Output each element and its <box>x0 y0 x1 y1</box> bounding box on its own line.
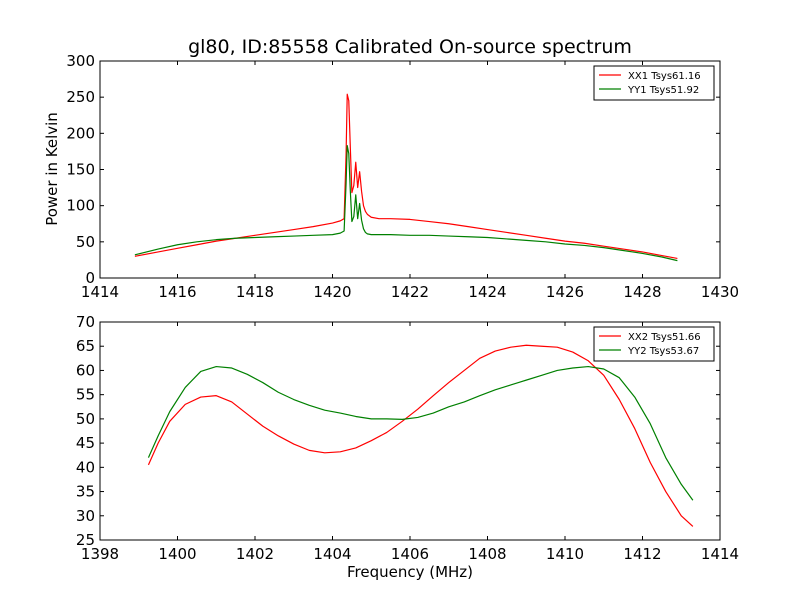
bottom-x-tick-label: 1400 <box>158 545 196 563</box>
bottom-y-tick-label: 50 <box>76 410 95 428</box>
top-x-tick-label: 1430 <box>701 283 739 301</box>
bottom-x-tick-label: 1408 <box>468 545 506 563</box>
bottom-y-tick-label: 60 <box>76 361 95 379</box>
top-legend: XX1 Tsys61.16 YY1 Tsys51.92 <box>593 65 715 101</box>
top-series-line-1 <box>134 93 678 260</box>
bottom-y-tick-label: 70 <box>76 313 95 331</box>
bottom-y-tick-label: 35 <box>76 483 95 501</box>
bottom-y-tick-label: 45 <box>76 434 95 452</box>
top-y-tick-label: 100 <box>66 197 95 215</box>
bottom-x-tick-label: 1414 <box>701 545 739 563</box>
top-y-tick-label: 150 <box>66 161 95 179</box>
top-x-tick-label: 1414 <box>81 283 119 301</box>
bottom-series-line-2 <box>147 365 694 501</box>
figure-title: gl80, ID:85558 Calibrated On-source spec… <box>188 36 632 58</box>
bottom-chart-panel: 1398 1400 1402 1404 1406 1408 1410 1412 1414 25 30… <box>76 313 739 563</box>
top-x-tick-label: 1420 <box>313 283 351 301</box>
top-x-tick-label: 1418 <box>236 283 274 301</box>
top-chart-panel: 1414 1416 1418 1420 1422 1424 1426 1428 1430 0 50 1… <box>66 52 739 301</box>
top-x-tick-label: 1416 <box>158 283 196 301</box>
top-y-tick-label: 200 <box>66 124 95 142</box>
top-y-tick-label: 0 <box>85 269 95 287</box>
bottom-x-tick-label: 1402 <box>236 545 274 563</box>
bottom-x-axis-label: Frequency (MHz) <box>347 563 473 581</box>
bottom-series-line-1 <box>147 344 694 527</box>
top-legend-label-1: XX1 Tsys61.16 <box>628 71 701 82</box>
bottom-y-tick-label: 55 <box>76 386 95 404</box>
bottom-legend-box <box>593 326 715 362</box>
top-x-tick-label: 1422 <box>391 283 429 301</box>
bottom-x-tick-label: 1404 <box>313 545 351 563</box>
bottom-y-tick-label: 30 <box>76 507 95 525</box>
bottom-x-tick-label: 1412 <box>623 545 661 563</box>
bottom-x-tick-label: 1406 <box>391 545 429 563</box>
top-x-tick-label: 1426 <box>546 283 584 301</box>
top-y-tick-label: 250 <box>66 88 95 106</box>
top-y-tick-label: 50 <box>76 233 95 251</box>
bottom-legend: XX2 Tsys51.66 YY2 Tsys53.67 <box>593 326 715 362</box>
bottom-y-tick-label: 65 <box>76 337 95 355</box>
bottom-y-tick-label: 25 <box>76 531 95 549</box>
bottom-legend-label-1: XX2 Tsys51.66 <box>628 332 701 343</box>
bottom-x-tick-label: 1410 <box>546 545 584 563</box>
top-series-line-2 <box>134 145 678 262</box>
top-legend-box <box>593 65 715 101</box>
top-y-axis-label: Power in Kelvin <box>43 112 61 226</box>
top-x-tick-label: 1428 <box>623 283 661 301</box>
top-x-tick-label: 1424 <box>468 283 506 301</box>
top-legend-label-2: YY1 Tsys51.92 <box>627 85 699 96</box>
top-y-tick-label: 300 <box>66 52 95 70</box>
bottom-x-tick-label: 1398 <box>81 545 119 563</box>
bottom-y-tick-label: 40 <box>76 458 95 476</box>
bottom-legend-label-2: YY2 Tsys53.67 <box>627 346 699 357</box>
